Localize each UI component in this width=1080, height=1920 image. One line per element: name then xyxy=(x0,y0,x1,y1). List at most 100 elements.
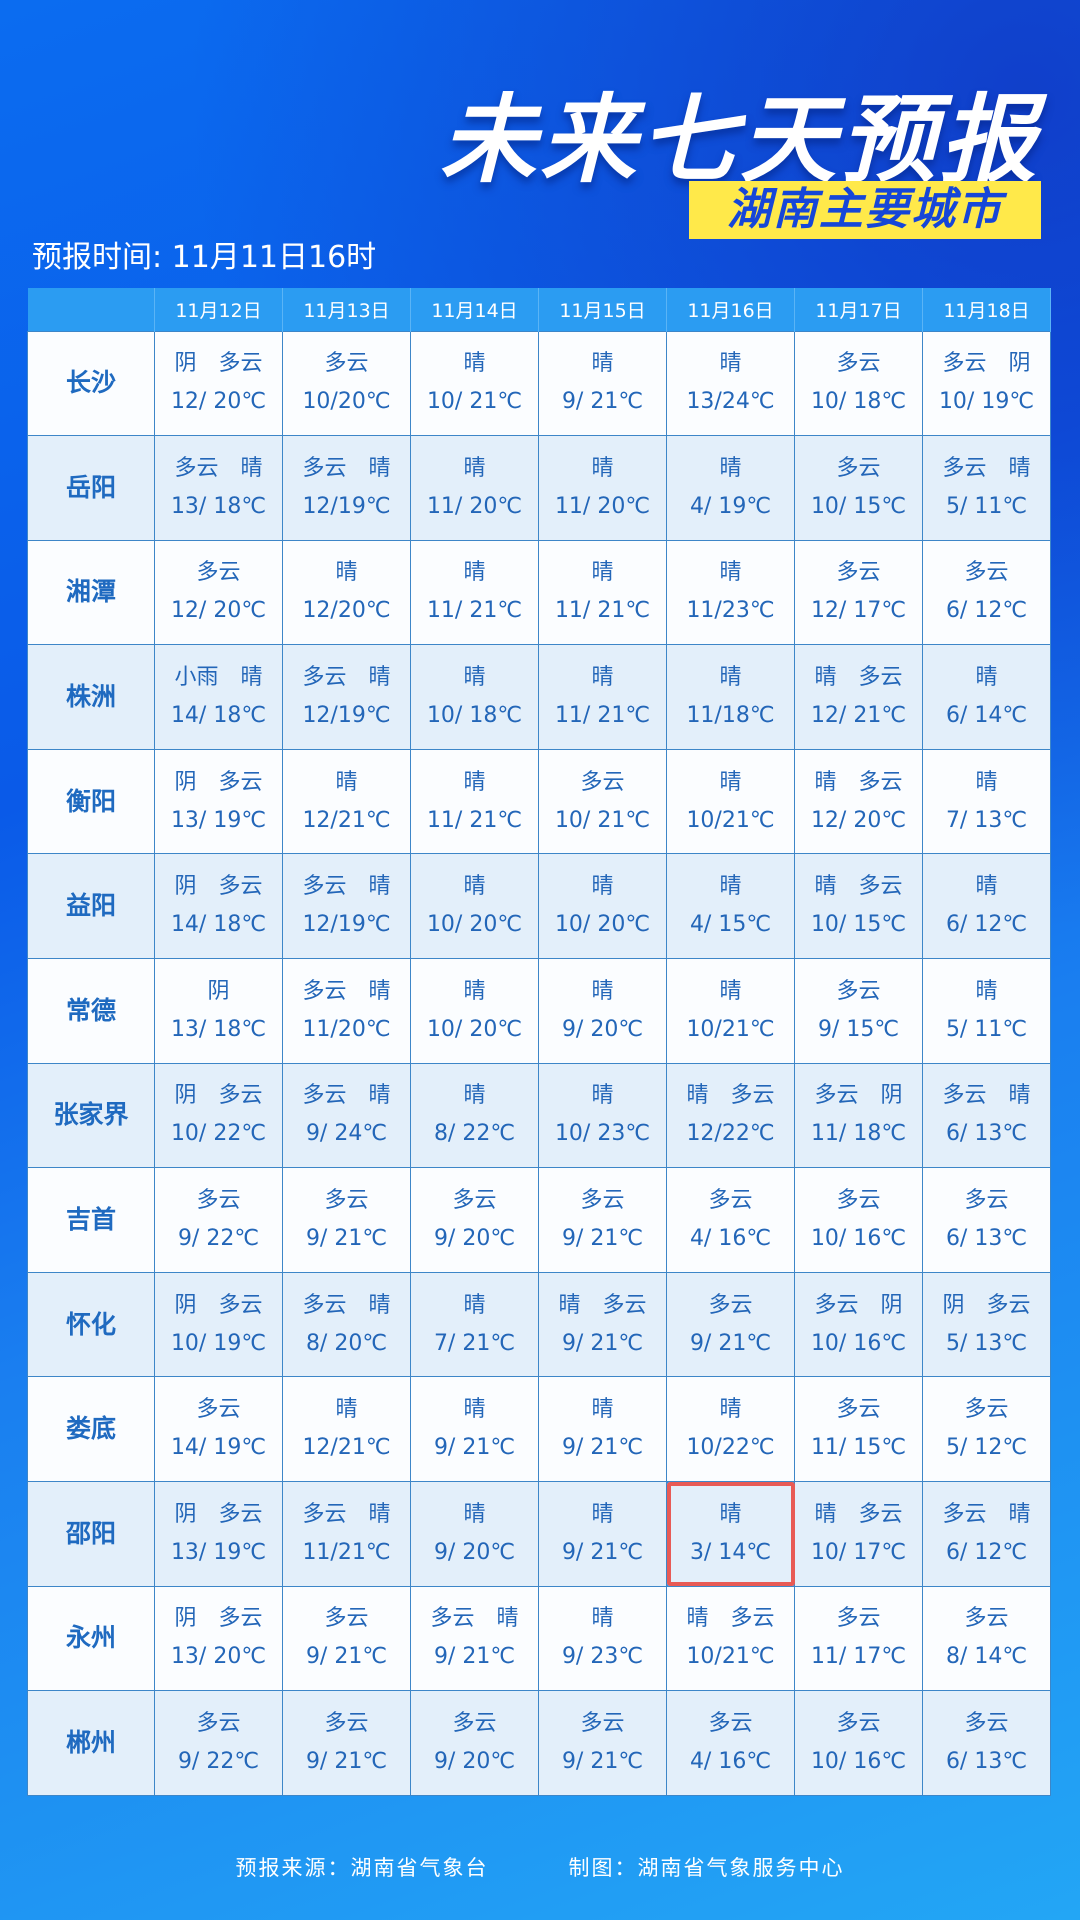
date-header: 11月15日 xyxy=(538,288,667,331)
temperature: 12/19℃ xyxy=(302,912,391,938)
weather: 晴 xyxy=(463,769,486,795)
temperature: 11/ 20℃ xyxy=(554,493,651,519)
corner-cell xyxy=(27,288,155,331)
weather: 晴 xyxy=(719,665,742,691)
weather: 多云 xyxy=(836,1188,881,1214)
weather: 多云 xyxy=(964,1188,1009,1214)
temperature: 14/ 18℃ xyxy=(170,912,267,938)
weather: 多云 xyxy=(452,1711,497,1737)
forecast-cell: 阴 多云 13/ 19℃ xyxy=(154,1481,283,1587)
weather: 晴 多云 xyxy=(686,1606,775,1632)
footer-maker: 制图：湖南省气象服务中心 xyxy=(568,1856,845,1880)
weather: 晴 xyxy=(463,1397,486,1423)
forecast-cell: 晴 9/ 21℃ xyxy=(538,1481,667,1587)
temperature: 12/ 20℃ xyxy=(810,807,907,833)
temperature: 5/ 13℃ xyxy=(945,1330,1028,1356)
forecast-cell: 晴 5/ 11℃ xyxy=(922,958,1051,1064)
forecast-cell: 多云 9/ 22℃ xyxy=(154,1690,283,1796)
weather: 晴 xyxy=(719,874,742,900)
forecast-cell: 晴 11/ 20℃ xyxy=(410,435,539,541)
forecast-cell: 多云 10/ 16℃ xyxy=(794,1690,923,1796)
forecast-cell: 晴 8/ 22℃ xyxy=(410,1062,539,1169)
weather: 晴 xyxy=(591,1083,614,1109)
temperature: 13/ 20℃ xyxy=(170,1644,267,1670)
forecast-cell: 晴 12/21℃ xyxy=(282,1376,411,1483)
city-name: 株洲 xyxy=(27,644,155,750)
temperature: 12/ 21℃ xyxy=(810,703,907,729)
forecast-cell: 晴 9/ 20℃ xyxy=(410,1481,539,1587)
forecast-cell: 晴 11/ 20℃ xyxy=(538,435,667,541)
footer-source: 预报来源：湖南省气象台 xyxy=(235,1856,489,1880)
table-row: 益阳阴 多云 14/ 18℃ 多云 晴 12/19℃ 晴 10/ 20℃ 晴 10/ 20℃ 晴… xyxy=(27,853,1051,960)
weather: 晴 xyxy=(719,560,742,586)
weather: 晴 xyxy=(975,874,998,900)
forecast-cell: 阴 多云 13/ 20℃ xyxy=(154,1585,283,1692)
forecast-cell: 晴 12/21℃ xyxy=(282,748,411,855)
weather: 多云 xyxy=(836,455,881,481)
table-row: 湘潭 多云 12/ 20℃ 晴 12/20℃ 晴 11/ 21℃ 晴 11/ 21℃ 晴 11/23… xyxy=(27,539,1051,646)
forecast-cell: 晴 11/23℃ xyxy=(666,539,795,646)
temperature: 9/ 20℃ xyxy=(433,1226,516,1252)
forecast-cell: 多云 10/ 18℃ xyxy=(794,330,923,437)
temperature: 6/ 12℃ xyxy=(945,1539,1028,1565)
date-header: 11月14日 xyxy=(410,288,539,331)
city-name: 长沙 xyxy=(27,330,155,437)
temperature: 10/ 16℃ xyxy=(810,1330,907,1356)
table-row: 岳阳 多云 晴 13/ 18℃ 多云 晴 12/19℃ 晴 11/ 20℃ 晴 11/ 20℃ 晴… xyxy=(27,435,1051,541)
forecast-cell: 晴 12/20℃ xyxy=(282,539,411,646)
temperature: 12/21℃ xyxy=(302,807,391,833)
weather: 多云 xyxy=(964,1397,1009,1423)
forecast-cell: 多云 晴 12/19℃ xyxy=(282,435,411,541)
forecast-cell: 晴 11/ 21℃ xyxy=(410,748,539,855)
weather: 晴 xyxy=(591,560,614,586)
weather: 晴 xyxy=(463,351,486,377)
weather: 晴 xyxy=(719,769,742,795)
forecast-cell: 晴 10/ 20℃ xyxy=(538,853,667,960)
temperature: 3/ 14℃ xyxy=(689,1539,772,1565)
temperature: 5/ 12℃ xyxy=(945,1435,1028,1461)
city-name: 邵阳 xyxy=(27,1481,155,1587)
weather: 阴 多云 xyxy=(174,874,263,900)
weather: 晴 xyxy=(975,978,998,1004)
forecast-cell: 晴 6/ 14℃ xyxy=(922,644,1051,750)
city-name: 衡阳 xyxy=(27,748,155,855)
forecast-cell: 多云 10/ 15℃ xyxy=(794,435,923,541)
forecast-cell: 晴 7/ 21℃ xyxy=(410,1271,539,1378)
forecast-cell: 多云 晴 9/ 21℃ xyxy=(410,1585,539,1692)
forecast-cell: 多云 10/20℃ xyxy=(282,330,411,437)
table-row: 常德 阴 13/ 18℃ 多云 晴 11/20℃ 晴 10/ 20℃ 晴 9/ 20℃ 晴 10/2… xyxy=(27,958,1051,1064)
forecast-cell: 多云 阴 10/ 16℃ xyxy=(794,1271,923,1378)
forecast-cell: 多云 6/ 13℃ xyxy=(922,1167,1051,1273)
weather: 晴 xyxy=(591,1501,614,1527)
weather: 多云 晴 xyxy=(942,1083,1031,1109)
temperature: 11/20℃ xyxy=(302,1016,391,1042)
forecast-cell: 晴 多云 9/ 21℃ xyxy=(538,1271,667,1378)
forecast-cell: 晴 10/ 23℃ xyxy=(538,1062,667,1169)
weather: 多云 xyxy=(324,1711,369,1737)
forecast-cell: 多云 8/ 14℃ xyxy=(922,1585,1051,1692)
forecast-cell: 晴 9/ 23℃ xyxy=(538,1585,667,1692)
temperature: 4/ 19℃ xyxy=(689,493,772,519)
forecast-cell: 多云 5/ 12℃ xyxy=(922,1376,1051,1483)
weather: 多云 xyxy=(708,1188,753,1214)
city-name: 永州 xyxy=(27,1585,155,1692)
forecast-cell: 多云 10/ 21℃ xyxy=(538,748,667,855)
forecast-cell: 晴 11/ 21℃ xyxy=(538,539,667,646)
forecast-cell: 多云 晴 6/ 12℃ xyxy=(922,1481,1051,1587)
forecast-cell: 晴 多云 10/ 15℃ xyxy=(794,853,923,960)
temperature: 11/ 21℃ xyxy=(554,598,651,624)
forecast-cell: 晴 9/ 21℃ xyxy=(538,1376,667,1483)
temperature: 5/ 11℃ xyxy=(945,1016,1028,1042)
temperature: 9/ 20℃ xyxy=(561,1016,644,1042)
weather: 多云 xyxy=(580,1188,625,1214)
forecast-cell: 多云 9/ 21℃ xyxy=(282,1585,411,1692)
weather: 晴 xyxy=(591,665,614,691)
weather: 多云 晴 xyxy=(302,455,391,481)
forecast-cell: 晴 10/ 20℃ xyxy=(410,958,539,1064)
forecast-cell: 晴 11/ 21℃ xyxy=(410,539,539,646)
forecast-cell: 多云 4/ 16℃ xyxy=(666,1690,795,1796)
weather: 多云 阴 xyxy=(814,1292,903,1318)
weather: 多云 阴 xyxy=(942,351,1031,377)
forecast-cell: 多云 晴 12/19℃ xyxy=(282,853,411,960)
subtitle-badge: 湖南主要城市 xyxy=(689,181,1041,239)
